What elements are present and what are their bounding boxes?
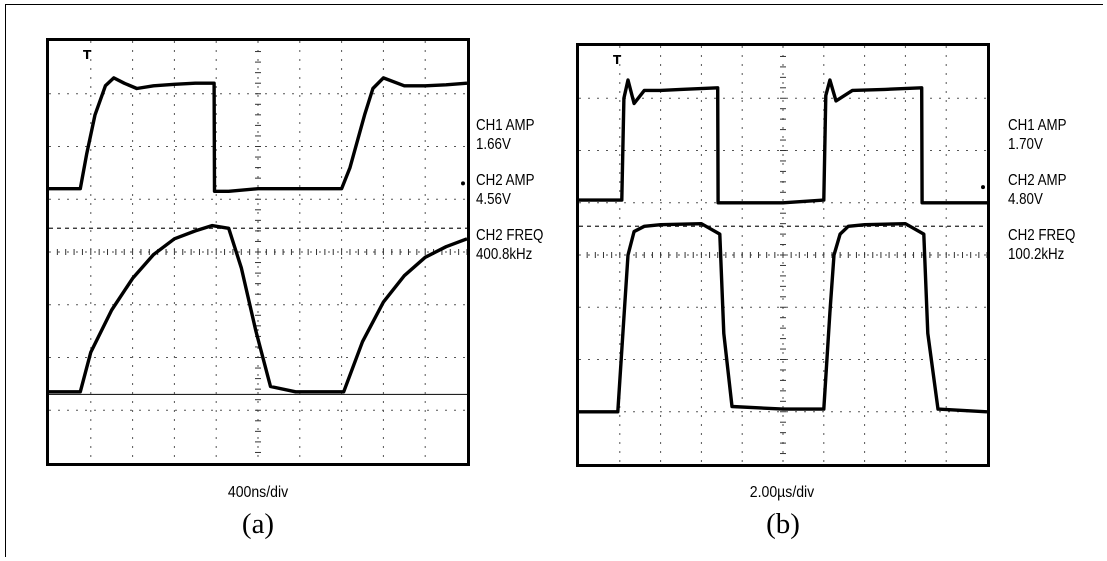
oscilloscope-screen-b: T	[576, 43, 990, 467]
ch1-amp-label-a: CH1 AMP	[476, 117, 535, 134]
timebase-b: 2.00µs/div	[749, 484, 815, 501]
figure-frame	[5, 4, 1103, 557]
readout-b: CH1 AMP 1.70V CH2 AMP 4.80V CH2 FREQ 100…	[1008, 116, 1075, 264]
ch2-amp-value-b: 4.80V	[1008, 191, 1043, 208]
ch2-amp-label-a: CH2 AMP	[476, 172, 535, 189]
ch2-freq-value-b: 100.2kHz	[1008, 246, 1065, 263]
trace-ch2-a	[49, 223, 467, 394]
trace-ch1-a	[49, 76, 467, 194]
ch1-amp-value-a: 1.66V	[476, 136, 511, 153]
ch2-amp-label-b: CH2 AMP	[1008, 172, 1067, 189]
panel-label-a: (a)	[241, 508, 275, 540]
timebase-a: 400ns/div	[227, 484, 289, 501]
ch2-freq-value-a: 400.8kHz	[476, 246, 533, 263]
ch2-freq-label-b: CH2 FREQ	[1008, 227, 1076, 244]
panel-label-b: (b)	[766, 508, 800, 540]
ch1-amp-value-b: 1.70V	[1008, 136, 1043, 153]
ch1-amp-label-b: CH1 AMP	[1008, 117, 1067, 134]
edge-marker-a	[461, 181, 465, 186]
trigger-marker-a: T	[83, 48, 92, 62]
graticule-a	[49, 41, 467, 463]
ch2-freq-label-a: CH2 FREQ	[476, 227, 544, 244]
graticule-b	[579, 46, 987, 464]
ch2-amp-value-a: 4.56V	[476, 191, 511, 208]
trace-ch1-b	[579, 78, 987, 205]
trigger-marker-b: T	[613, 53, 622, 67]
oscilloscope-screen-a: T	[46, 38, 470, 466]
waveform-plot-a: T	[49, 41, 467, 463]
edge-marker-b	[981, 185, 985, 190]
trace-ch2-b	[579, 221, 987, 414]
waveform-plot-b: T	[579, 46, 987, 464]
readout-a: CH1 AMP 1.66V CH2 AMP 4.56V CH2 FREQ 400…	[476, 116, 543, 264]
